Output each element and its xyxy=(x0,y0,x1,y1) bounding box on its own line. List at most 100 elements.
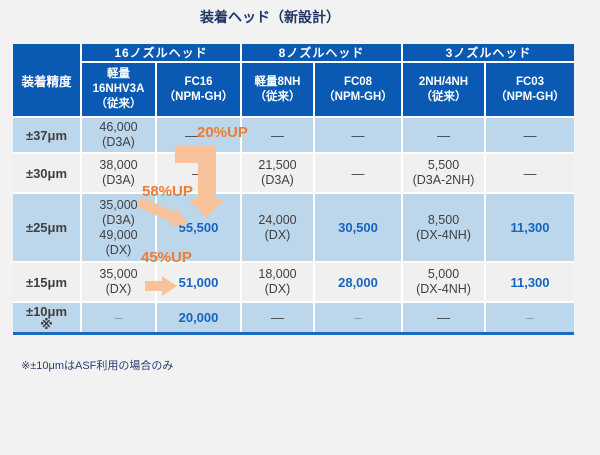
table-cell: – xyxy=(486,303,574,332)
cell-dash: — xyxy=(271,127,284,143)
cell-dash: — xyxy=(271,310,284,325)
table-cell: 51,000 xyxy=(157,263,240,301)
column-header-line: 軽量 xyxy=(107,68,130,80)
cell-sublabel: (D3A-2NH) xyxy=(412,173,475,187)
table-cell: 46,000 (D3A) xyxy=(82,118,155,152)
column-header-line: （従来） xyxy=(95,98,142,110)
cell-sublabel: (D3A) xyxy=(102,212,135,227)
table-cell: 35,000 (DX) xyxy=(82,263,155,301)
column-header-fc16: FC16 （NPM-GH） xyxy=(157,63,240,116)
cell-value: 49,000 xyxy=(99,227,138,242)
cell-dash: — xyxy=(192,165,205,181)
table-cell: 30,500 xyxy=(315,194,401,261)
table-cell: 21,500 (D3A) xyxy=(242,154,313,192)
column-group-8-nozzle: 8ノズルヘッド xyxy=(242,44,401,61)
table-cell: 8,500 (DX-4NH) xyxy=(403,194,484,261)
cell-dash: – xyxy=(114,310,123,325)
cell-value: 24,000 xyxy=(258,212,297,227)
cell-value-new: 11,300 xyxy=(510,220,550,235)
column-header-fc03: FC03 （NPM-GH） xyxy=(486,63,574,116)
column-header-2nh4nh: 2NH/4NH （従来） xyxy=(403,63,484,116)
spec-table: 装着精度 16ノズルヘッド 8ノズルヘッド 3ノズルヘッド 軽量 16NHV3A… xyxy=(13,44,574,335)
cell-sublabel: (DX) xyxy=(264,227,291,242)
cell-dash: – xyxy=(354,310,362,325)
cell-value: 21,500 xyxy=(258,158,297,172)
column-header-16nhv3a: 軽量 16NHV3A （従来） xyxy=(82,63,155,116)
table-cell: — xyxy=(486,118,574,152)
cell-sublabel: (DX-4NH) xyxy=(416,282,471,296)
cell-value-new: 55,500 xyxy=(178,220,219,235)
row-label-text: ±37μm xyxy=(25,127,68,143)
column-header-line: （従来） xyxy=(420,90,467,103)
column-header-line: 2NH/4NH xyxy=(418,75,469,88)
row-label-text: ±25μm xyxy=(25,220,68,235)
column-header-line: FC03 xyxy=(515,75,545,88)
column-header-line: （NPM-GH） xyxy=(323,90,393,103)
cell-dash: – xyxy=(526,310,534,325)
cell-value: 46,000 xyxy=(99,120,138,134)
table-cell: — xyxy=(242,118,313,152)
row-label-15um: ±15μm xyxy=(13,263,80,301)
column-header-line: （NPM-GH） xyxy=(495,90,565,103)
row-label-text: ±10μm xyxy=(25,303,68,319)
column-header-fc08: FC08 （NPM-GH） xyxy=(315,63,401,116)
table-cell: – xyxy=(82,303,155,332)
row-label-text: ±15μm xyxy=(25,274,68,290)
cell-sublabel: (D3A) xyxy=(102,135,135,149)
annotation-58up-label: 58%UP xyxy=(142,183,193,200)
column-header-line: （NPM-GH） xyxy=(163,90,234,103)
annotation-45up-label: 45%UP xyxy=(141,249,192,266)
cell-value-new: 51,000 xyxy=(178,274,219,290)
table-cell: — xyxy=(403,303,484,332)
footnote: ※±10μmはASF利用の場合のみ xyxy=(21,360,174,372)
cell-sublabel: (DX) xyxy=(105,242,132,257)
table-cell: — xyxy=(403,118,484,152)
cell-dash: — xyxy=(523,127,537,143)
cell-dash: — xyxy=(351,127,365,143)
column-group-16-nozzle: 16ノズルヘッド xyxy=(82,44,240,61)
cell-value-new: 20,000 xyxy=(178,310,219,325)
table-cell: 11,300 xyxy=(486,263,574,301)
table-cell: — xyxy=(242,303,313,332)
table-cell: 11,300 xyxy=(486,194,574,261)
column-header-8nh: 軽量8NH （従来） xyxy=(242,63,313,116)
cell-sublabel: (D3A) xyxy=(261,173,294,187)
cell-value: 8,500 xyxy=(427,212,460,227)
cell-value: 5,500 xyxy=(427,158,460,172)
row-label-note: ※ xyxy=(40,316,53,332)
row-label-text: ±30μm xyxy=(25,165,68,181)
column-header-line: FC08 xyxy=(343,75,373,88)
table-cell: 28,000 xyxy=(315,263,401,301)
table-cell: 38,000 (D3A) xyxy=(82,154,155,192)
cell-sublabel: (DX-4NH) xyxy=(416,227,471,242)
row-label-10um: ±10μm ※ xyxy=(13,303,80,332)
cell-value: 38,000 xyxy=(99,158,138,172)
table-cell: 18,000 (DX) xyxy=(242,263,313,301)
cell-value: 35,000 xyxy=(99,197,138,212)
column-group-3-nozzle: 3ノズルヘッド xyxy=(403,44,574,61)
annotation-20up-label: 20%UP xyxy=(197,124,248,141)
column-header-line: 軽量8NH xyxy=(254,75,301,88)
cell-dash: — xyxy=(185,127,198,143)
table-cell: — xyxy=(486,154,574,192)
cell-value: 35,000 xyxy=(99,267,138,281)
row-label-30um: ±30μm xyxy=(13,154,80,192)
table-cell: 24,000 (DX) xyxy=(242,194,313,261)
table-cell: 5,000 (DX-4NH) xyxy=(403,263,484,301)
table-cell: – xyxy=(315,303,401,332)
cell-dash: — xyxy=(523,165,537,181)
column-header-line: 16NHV3A xyxy=(92,83,145,95)
corner-header: 装着精度 xyxy=(13,44,80,116)
table-cell: 35,000 (D3A) 49,000 (DX) xyxy=(82,194,155,261)
cell-sublabel: (D3A) xyxy=(102,173,135,187)
cell-value-new: 11,300 xyxy=(510,274,550,290)
cell-dash: — xyxy=(437,127,450,143)
table-cell: 20,000 xyxy=(157,303,240,332)
column-header-line: （従来） xyxy=(254,90,301,103)
row-label-25um: ±25μm xyxy=(13,194,80,261)
cell-sublabel: (DX) xyxy=(264,282,291,296)
cell-dash: — xyxy=(437,310,450,325)
page-title: 装着ヘッド（新設計） xyxy=(200,9,340,25)
column-header-line: FC16 xyxy=(184,75,213,88)
cell-value-new: 28,000 xyxy=(338,274,378,290)
